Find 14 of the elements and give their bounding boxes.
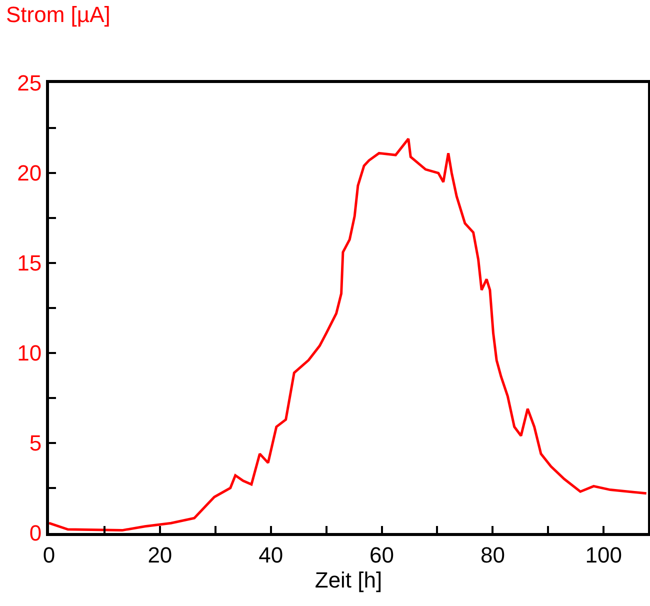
x-axis-title: Zeit [h] (314, 567, 382, 592)
y-tick-label: 15 (17, 250, 42, 276)
y-tick-label: 20 (17, 160, 42, 186)
x-tick-label: 40 (258, 542, 284, 568)
y-tick-label: 5 (29, 430, 42, 456)
x-tick-label: 20 (148, 542, 172, 568)
line-series (49, 138, 648, 532)
x-tick-label: 100 (585, 542, 622, 568)
x-tick-label: 60 (370, 542, 394, 568)
y-tick-label: 25 (17, 70, 42, 96)
y-tick-label: 0 (29, 520, 42, 546)
x-tick-label: 80 (480, 542, 505, 568)
y-tick-label: 10 (17, 340, 42, 366)
y-axis-title: Strom [µA] (6, 2, 110, 27)
